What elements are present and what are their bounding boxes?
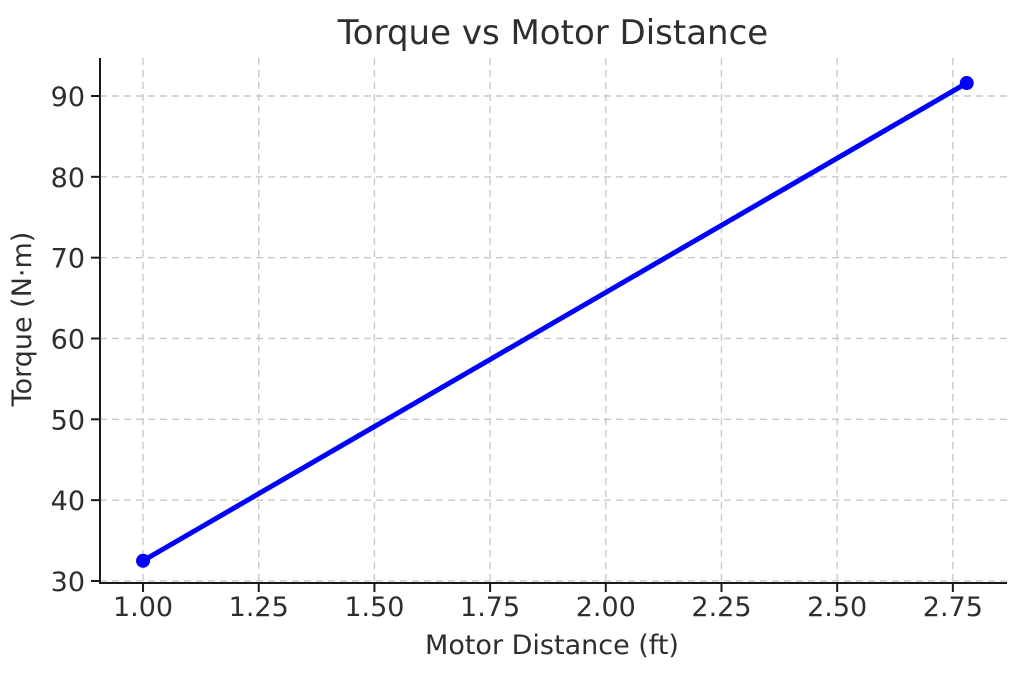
data-point-marker <box>136 553 151 568</box>
y-tick-label: 80 <box>51 163 85 194</box>
torque-series <box>136 76 974 568</box>
data-point-marker <box>959 76 974 91</box>
y-tick-label: 50 <box>51 405 85 436</box>
x-tick-label: 2.25 <box>691 592 751 623</box>
x-tick-label: 1.25 <box>229 592 289 623</box>
chart-title: Torque vs Motor Distance <box>337 13 768 53</box>
y-tick-label: 90 <box>51 82 85 113</box>
x-tick-label: 2.75 <box>923 592 983 623</box>
x-tick-label: 1.00 <box>113 592 173 623</box>
axes-spines <box>99 58 1007 584</box>
x-tick-labels: 1.00 1.25 1.50 1.75 2.00 2.25 2.50 2.75 <box>113 592 983 623</box>
y-tick-labels: 30 40 50 60 70 80 90 <box>51 82 85 598</box>
y-tick-label: 60 <box>51 324 85 355</box>
data-line <box>140 80 970 564</box>
x-axis-label: Motor Distance (ft) <box>425 630 679 661</box>
y-tick-label: 70 <box>51 244 85 275</box>
y-axis-label: Torque (N·m) <box>7 232 38 408</box>
y-tick-label: 40 <box>51 486 85 517</box>
axis-tick-marks <box>91 94 954 592</box>
x-tick-label: 2.50 <box>807 592 867 623</box>
x-tick-label: 1.75 <box>460 592 520 623</box>
y-tick-label: 30 <box>51 567 85 598</box>
x-tick-label: 2.00 <box>576 592 636 623</box>
x-tick-label: 1.50 <box>344 592 404 623</box>
vertical-gridlines <box>142 58 954 583</box>
